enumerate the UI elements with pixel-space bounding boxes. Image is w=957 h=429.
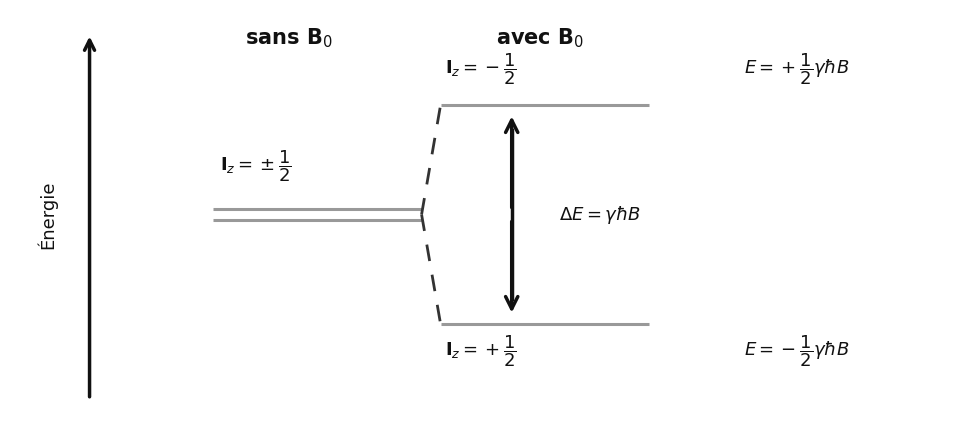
Text: $\mathbf{I}_z = +\dfrac{1}{2}$: $\mathbf{I}_z = +\dfrac{1}{2}$ <box>445 333 517 369</box>
Text: $\mathbf{I}_z = -\dfrac{1}{2}$: $\mathbf{I}_z = -\dfrac{1}{2}$ <box>445 51 517 87</box>
Text: $\Delta E = \gamma\hbar B$: $\Delta E = \gamma\hbar B$ <box>559 203 641 226</box>
Text: avec B$_0$: avec B$_0$ <box>496 26 584 50</box>
Text: $E = -\dfrac{1}{2}\gamma\hbar B$: $E = -\dfrac{1}{2}\gamma\hbar B$ <box>745 333 850 369</box>
Text: $\mathbf{I}_z = \pm\dfrac{1}{2}$: $\mathbf{I}_z = \pm\dfrac{1}{2}$ <box>220 148 291 184</box>
Text: sans B$_0$: sans B$_0$ <box>245 26 332 50</box>
Text: Énergie: Énergie <box>36 180 57 249</box>
Text: $E = +\dfrac{1}{2}\gamma\hbar B$: $E = +\dfrac{1}{2}\gamma\hbar B$ <box>745 51 850 87</box>
